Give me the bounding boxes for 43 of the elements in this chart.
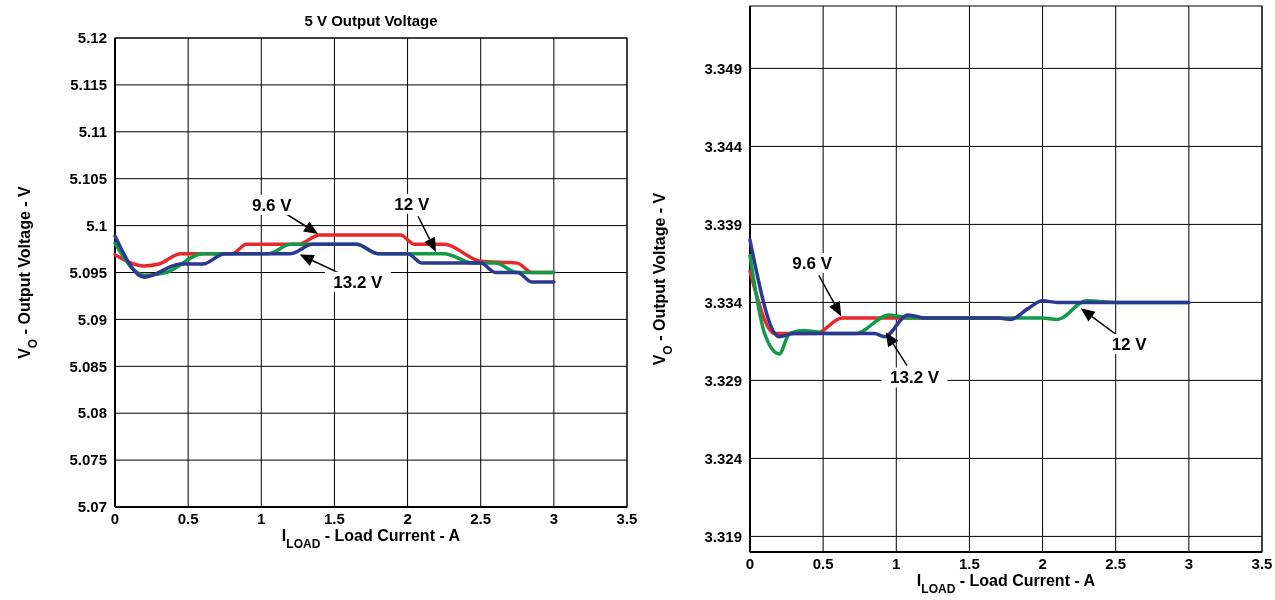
y-tick-label: 5.075 <box>69 451 107 469</box>
chart-title: 5 V Output Voltage <box>304 12 438 29</box>
x-tick-label: 3.5 <box>616 510 638 527</box>
annotation: 12 V <box>1111 335 1148 355</box>
x-tick-label: 2 <box>403 510 412 527</box>
x-tick-label: 3.5 <box>1251 555 1273 572</box>
y-tick-label: 3.329 <box>704 371 742 389</box>
x-tick-label: 0.5 <box>812 555 834 572</box>
x-tick-label: 1 <box>892 555 901 572</box>
y-tick-label: 3.349 <box>704 59 742 77</box>
annotation: 13.2 V <box>333 272 384 292</box>
annotation: 9.6 V <box>251 195 293 215</box>
x-tick-label: 3 <box>1184 555 1194 572</box>
y-tick-label: 3.324 <box>704 449 743 467</box>
y-tick-label: 5.105 <box>69 169 107 187</box>
y-tick-label: 3.344 <box>704 137 743 155</box>
annotation: 12 V <box>394 194 430 214</box>
y-tick-label: 5.09 <box>77 310 107 328</box>
y-tick-label: 5.07 <box>77 498 107 516</box>
x-tick-label: 2.5 <box>1105 555 1127 572</box>
x-axis-title: I$_{LOAD}$ - Load Current - A <box>916 572 1096 596</box>
x-tick-label: 1.5 <box>959 555 980 572</box>
x-tick-label: 0.5 <box>177 510 199 527</box>
x-tick-label: 3 <box>549 510 559 527</box>
y-tick-label: 3.319 <box>704 527 742 545</box>
y-tick-label: 5.11 <box>78 123 107 141</box>
x-tick-label: 2.5 <box>470 510 492 527</box>
y-tick-label: 5.12 <box>77 29 107 47</box>
y-tick-label: 5.115 <box>70 76 107 94</box>
annotation: 13.2 V <box>890 368 940 388</box>
y-tick-label: 5.08 <box>77 404 107 422</box>
y-tick-label: 3.339 <box>704 215 742 233</box>
y-tick-label: 5.085 <box>69 357 107 375</box>
x-tick-label: 2 <box>1038 555 1047 572</box>
x-axis-title: I$_{LOAD}$ - Load Current - A <box>281 527 461 551</box>
x-tick-label: 1.5 <box>324 510 345 527</box>
annotation: 9.6 V <box>792 253 833 273</box>
y-tick-label: 3.334 <box>704 293 743 311</box>
y-tick-label: 5.095 <box>69 263 107 281</box>
x-tick-label: 1 <box>257 510 266 527</box>
y-tick-label: 5.1 <box>86 216 107 234</box>
x-tick-label: 0 <box>110 510 120 527</box>
x-tick-label: 0 <box>745 555 755 572</box>
